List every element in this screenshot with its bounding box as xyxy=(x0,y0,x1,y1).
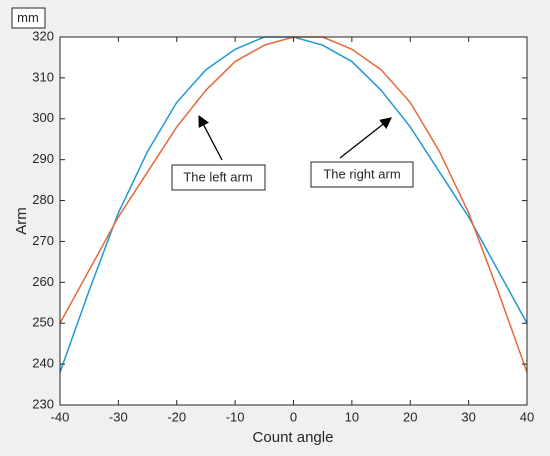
x-tick-label: -10 xyxy=(226,409,245,424)
y-tick-label: 230 xyxy=(32,396,54,411)
annotations: The left arm The right arm xyxy=(171,114,414,191)
annotation-box xyxy=(171,164,266,191)
y-axis-label: Arm xyxy=(13,207,30,235)
x-tick-label: 20 xyxy=(403,409,417,424)
annotation-box xyxy=(310,161,414,188)
x-axis-label: Count angle xyxy=(253,429,334,446)
x-tick-label: -30 xyxy=(109,409,128,424)
annotation: The left arm xyxy=(183,169,252,184)
y-tick-label: 310 xyxy=(32,69,54,84)
x-tick-label: 30 xyxy=(461,409,475,424)
y-tick-label: 290 xyxy=(32,151,54,166)
y-tick-label: 320 xyxy=(32,28,54,43)
y-tick-label: 260 xyxy=(32,274,54,289)
x-tick-label: 0 xyxy=(290,409,297,424)
arrow xyxy=(339,117,392,159)
y-tick-label: 240 xyxy=(32,356,54,371)
x-tick-label: -40 xyxy=(51,409,70,424)
y-tick-label: 270 xyxy=(32,233,54,248)
y-tick-label: 280 xyxy=(32,192,54,207)
y-tick-label: 300 xyxy=(32,110,54,125)
y-tick-label: 250 xyxy=(32,315,54,330)
annotation: The right arm xyxy=(323,166,400,181)
plot-area xyxy=(60,37,527,405)
arrow xyxy=(198,114,223,161)
x-tick-label: -20 xyxy=(167,409,186,424)
unit-label: mm xyxy=(17,10,39,25)
x-tick-label: 10 xyxy=(345,409,359,424)
x-tick-label: 40 xyxy=(520,409,534,424)
unit-box xyxy=(11,7,46,29)
